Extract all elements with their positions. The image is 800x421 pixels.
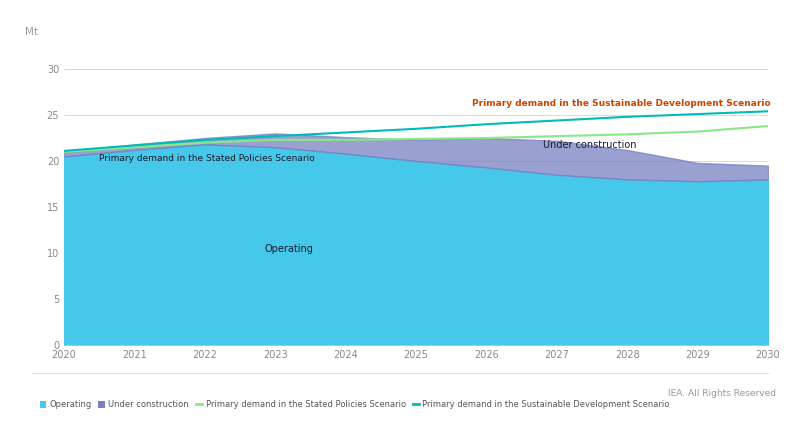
- Legend: Operating, Under construction, Primary demand in the Stated Policies Scenario, P: Operating, Under construction, Primary d…: [36, 397, 674, 413]
- Text: Primary demand in the Sustainable Development Scenario: Primary demand in the Sustainable Develo…: [472, 99, 771, 109]
- Text: Under construction: Under construction: [542, 140, 636, 150]
- Text: IEA. All Rights Reserved: IEA. All Rights Reserved: [668, 389, 776, 398]
- Text: Operating: Operating: [265, 243, 314, 253]
- Text: Primary demand in the Stated Policies Scenario: Primary demand in the Stated Policies Sc…: [99, 154, 315, 163]
- Text: Mt: Mt: [26, 27, 38, 37]
